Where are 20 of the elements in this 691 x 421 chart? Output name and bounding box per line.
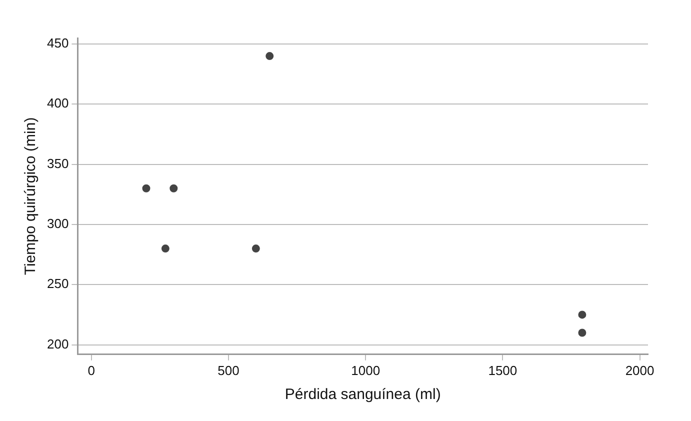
point [578,328,586,337]
x-tick-label: 500 [218,362,240,378]
point [161,244,170,253]
x-tick-label: 0 [88,362,96,378]
x-tick-label: 2000 [625,362,654,378]
x-tick-label: 1000 [351,362,380,378]
y-tick-label: 300 [46,216,69,232]
point [170,184,178,192]
point [578,310,586,319]
x-axis-title: Pérdida sanguínea (ml) [284,386,441,404]
y-tick-label: 350 [46,156,69,171]
y-tick-label: 200 [46,336,69,352]
y-tick-label: 450 [46,36,69,51]
y-tick-label: 250 [46,276,69,292]
y-axis-title: Tiempo quirúrgico (min) [22,117,40,276]
point [252,244,260,253]
y-tick-label: 400 [46,96,69,111]
point [266,52,274,60]
point [142,184,150,192]
x-tick-label: 1500 [488,362,518,378]
